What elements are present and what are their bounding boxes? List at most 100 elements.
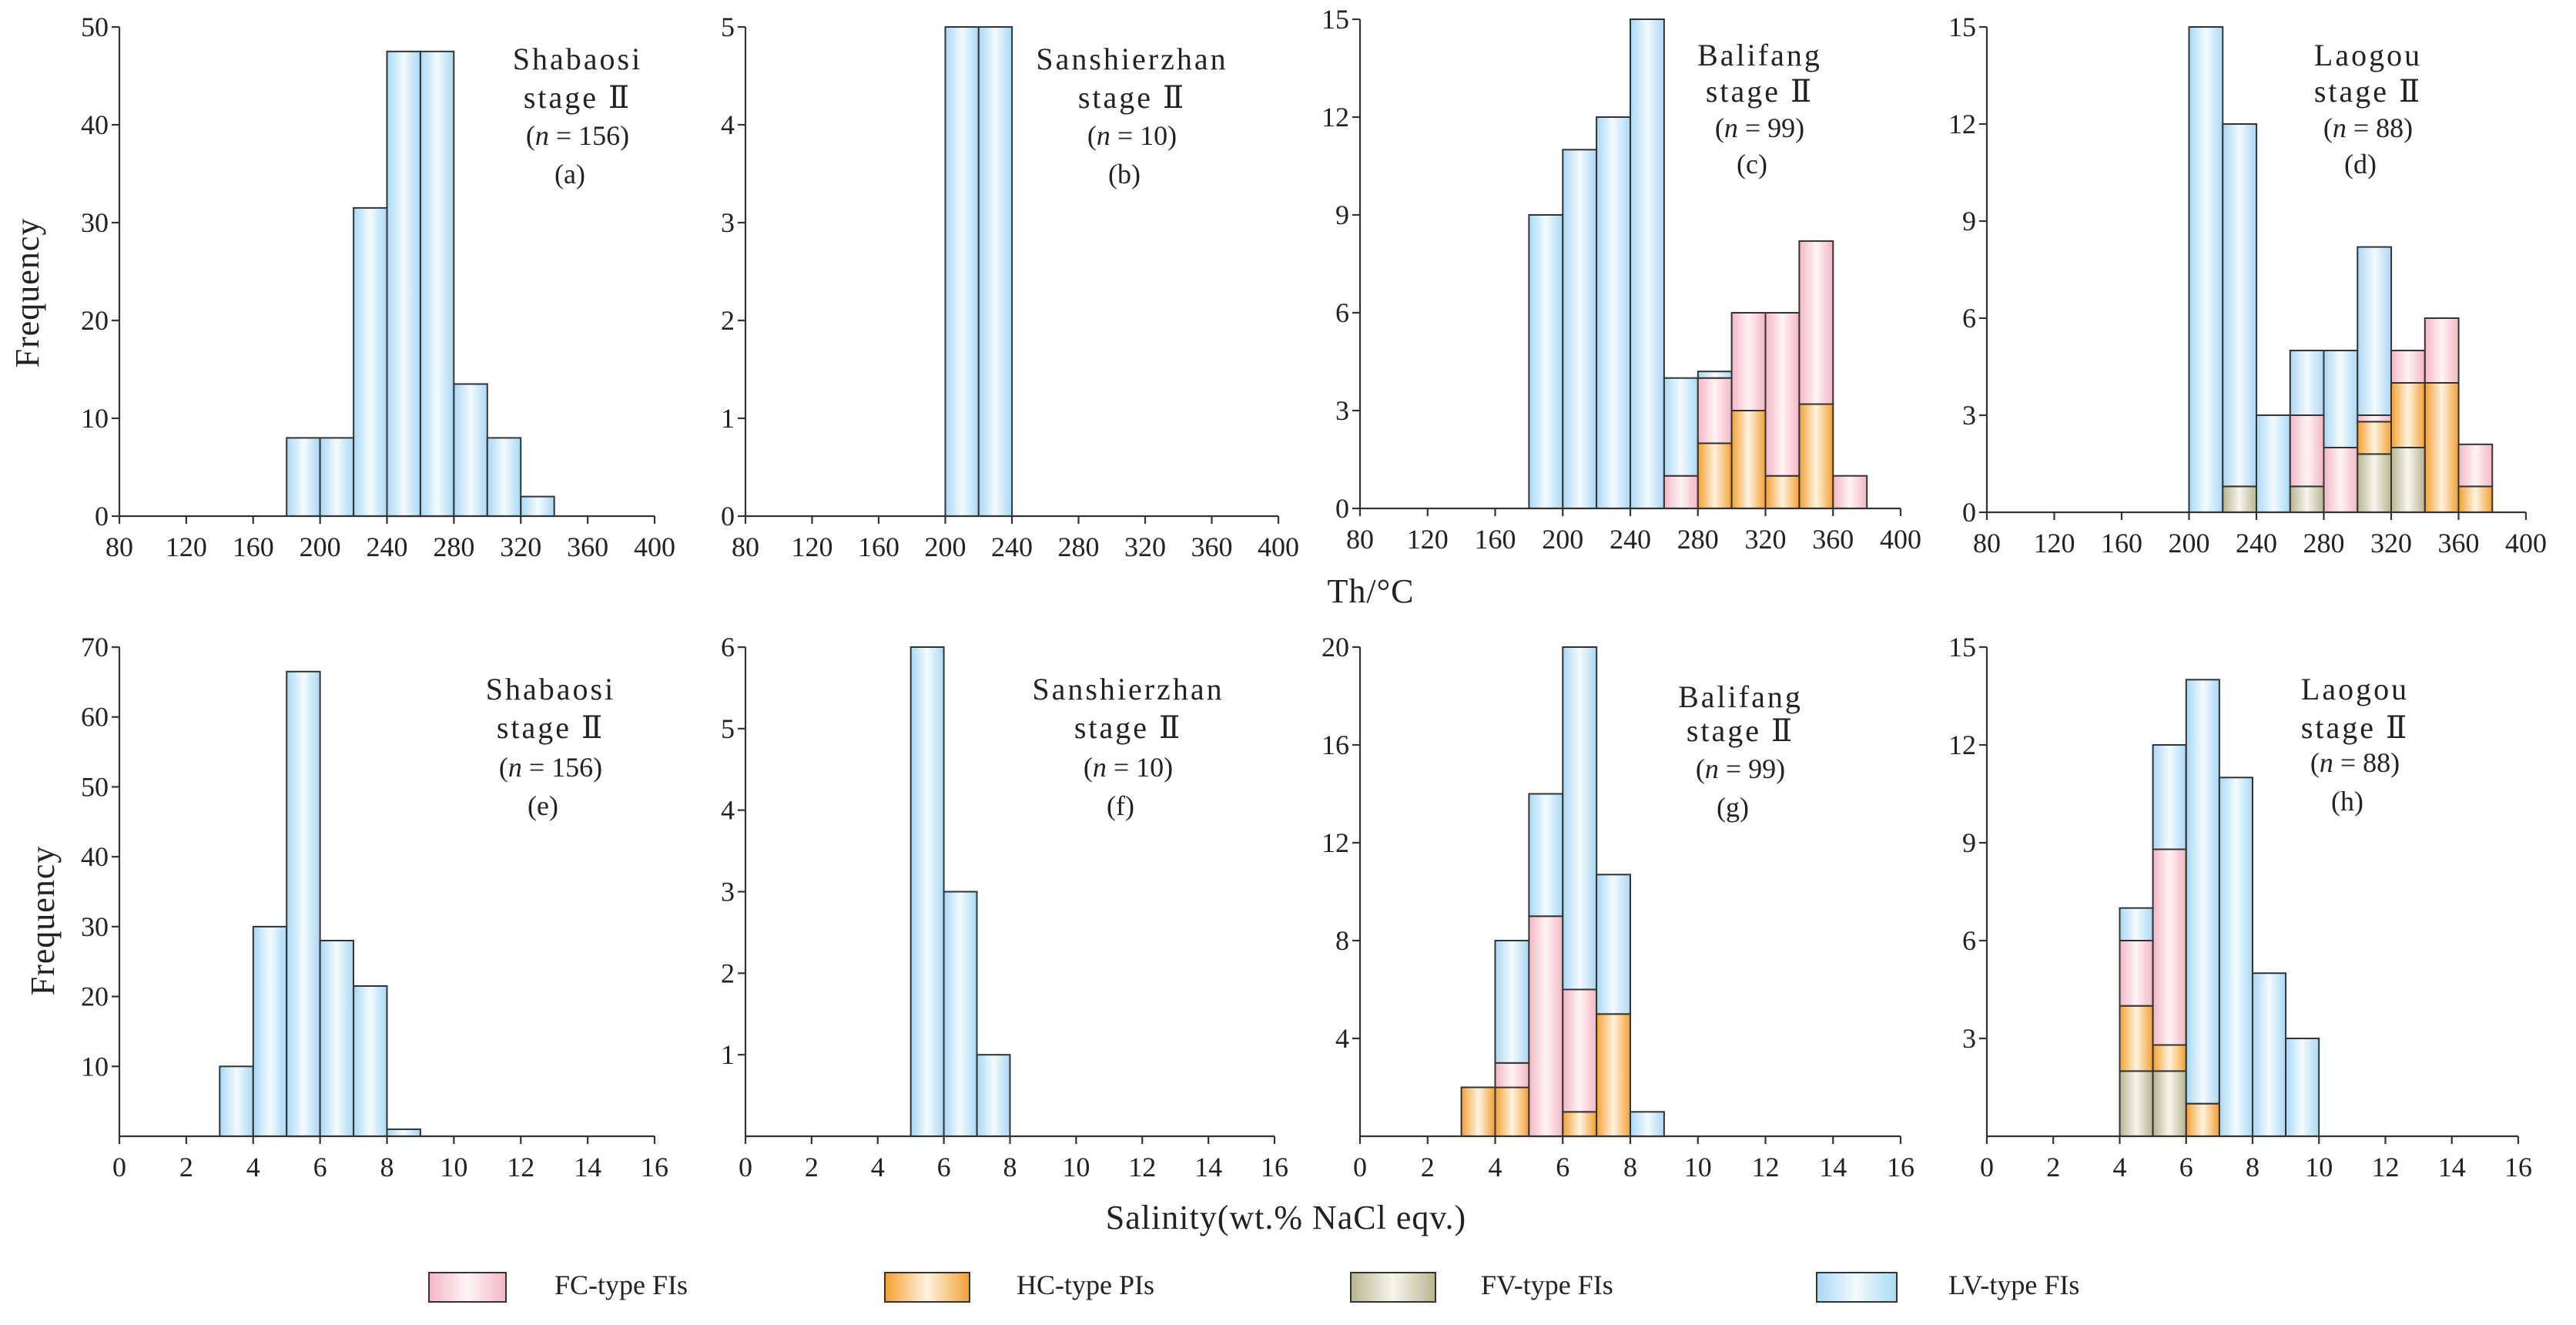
panel-site-name: Balifang: [1697, 38, 1822, 72]
bar-lv-8: [2252, 972, 2287, 1138]
bar-fc-5: [1528, 915, 1564, 1138]
x-tick-label: 320: [1745, 524, 1787, 555]
bar-lv-4: [252, 925, 288, 1138]
x-tick-label: 4: [2113, 1152, 2127, 1182]
x-tick-label: 400: [1880, 524, 1921, 555]
x-tick-label: 12: [507, 1152, 534, 1182]
x-tick-label: 14: [2438, 1152, 2466, 1182]
chart-panel-c: 0 3 6 9 12 15 80 120 160 200 240 280 320 360 400 Balifa…: [1321, 4, 1921, 555]
bar-fc-340: [2424, 317, 2460, 384]
bar-hc-280: [1697, 442, 1733, 509]
bar-lv-220: [977, 26, 1013, 517]
bar-lv-4: [1494, 940, 1530, 1064]
bar-lv-7: [353, 985, 388, 1137]
x-tick-label: 280: [1677, 524, 1719, 555]
bar-lv-280: [453, 383, 488, 517]
bar-lv-220: [353, 206, 388, 517]
bar-fv-260: [2289, 485, 2325, 514]
bar-fc-4: [1494, 1062, 1530, 1089]
legend-swatch-fv: [1350, 1272, 1436, 1303]
bar-lv-4: [2119, 907, 2154, 941]
bar-lv-200: [2188, 26, 2224, 513]
y-tick-label: 40: [81, 109, 109, 140]
y-tick-label: 6: [721, 632, 735, 662]
y-tick-label: 6: [1962, 925, 1976, 956]
legend-item-fv: FV-type FIs: [1350, 1270, 1613, 1303]
x-tick-label: 120: [792, 532, 833, 562]
x-tick-label: 240: [2236, 528, 2277, 559]
bar-lv-6: [943, 891, 978, 1137]
y-tick-label: 12: [1321, 827, 1349, 858]
x-tick-label: 10: [1684, 1152, 1712, 1182]
bar-lv-260: [419, 50, 455, 518]
bar-lv-9: [2285, 1038, 2320, 1137]
bar-lv-260: [2289, 350, 2325, 416]
y-tick-label: 4: [1335, 1023, 1349, 1054]
bar-fc-4: [2119, 940, 2154, 1007]
x-tick-label: 120: [166, 532, 207, 562]
panel-site-name: Laogou: [2314, 38, 2422, 72]
bar-lv-7: [976, 1054, 1011, 1137]
x-tick-label: 0: [739, 1152, 752, 1182]
x-tick-label: 2: [2046, 1152, 2060, 1182]
y-axis-title-top: Frequency: [8, 218, 46, 368]
panel-sample-count: (n = 99): [1696, 753, 1785, 784]
x-tick-label: 280: [433, 532, 474, 562]
y-tick-label: 10: [81, 403, 109, 434]
x-tick-label: 10: [2305, 1152, 2333, 1182]
legend-item-lv: LV-type FIs: [1816, 1270, 2079, 1303]
y-tick-label: 3: [721, 207, 735, 238]
bar-fv-220: [2222, 485, 2258, 514]
x-tick-label: 160: [858, 532, 899, 562]
panel-sample-count: (n = 10): [1087, 120, 1177, 151]
y-tick-label: 12: [1948, 109, 1976, 139]
x-tick-label: 80: [732, 532, 759, 562]
bar-hc-340: [1798, 403, 1834, 509]
x-tick-label: 320: [500, 532, 541, 562]
panel-letter: (d): [2344, 149, 2377, 179]
bar-lv-280: [2323, 350, 2359, 448]
y-tick-label: 3: [721, 877, 735, 907]
y-tick-label: 6: [1335, 297, 1349, 328]
bar-lv-320: [520, 495, 555, 517]
y-tick-label: 6: [1962, 303, 1976, 334]
bar-lv-240: [386, 50, 421, 518]
panel-stage: stage Ⅱ: [1078, 80, 1186, 115]
x-tick-label: 200: [1542, 524, 1583, 555]
bar-lv-6: [2185, 679, 2220, 1105]
y-tick-label: 5: [721, 12, 735, 42]
y-tick-label: 4: [721, 109, 735, 140]
x-tick-label: 4: [871, 1152, 885, 1182]
panel-sample-count: (n = 10): [1084, 752, 1173, 783]
bar-lv-3: [219, 1065, 254, 1138]
y-tick-label: 15: [1948, 632, 1976, 662]
y-tick-label: 9: [1962, 827, 1976, 858]
x-tick-label: 0: [112, 1152, 126, 1182]
x-tick-label: 360: [567, 532, 608, 562]
x-axis-title-salinity: Salinity(wt.% NaCl eqv.): [1106, 1199, 1466, 1236]
panel-stage: stage Ⅱ: [2314, 74, 2422, 109]
bar-lv-8: [1630, 1111, 1665, 1138]
bar-fc-360: [2457, 443, 2494, 488]
panel-stage: stage Ⅱ: [524, 80, 631, 115]
legend-item-fc: FC-type FIs: [428, 1270, 688, 1303]
bar-lv-260: [1663, 377, 1699, 477]
y-tick-label: 0: [1962, 497, 1976, 528]
y-tick-label: 1: [721, 1039, 735, 1070]
bar-fv-300: [2357, 453, 2393, 514]
bar-hc-7: [1596, 1013, 1632, 1138]
bar-fc-280: [2323, 447, 2359, 513]
bar-hc-6: [2185, 1102, 2220, 1137]
x-tick-label: 160: [2101, 528, 2142, 559]
x-tick-label: 10: [1062, 1152, 1090, 1182]
x-tick-label: 360: [2438, 528, 2480, 559]
x-tick-label: 80: [1346, 524, 1374, 555]
x-tick-label: 6: [1556, 1152, 1569, 1182]
legend-label-fv: FV-type FIs: [1481, 1270, 1613, 1300]
bar-fc-320: [2390, 350, 2426, 384]
x-tick-label: 14: [1819, 1152, 1847, 1182]
bar-lv-240: [1630, 18, 1665, 509]
y-tick-label: 40: [81, 841, 109, 872]
